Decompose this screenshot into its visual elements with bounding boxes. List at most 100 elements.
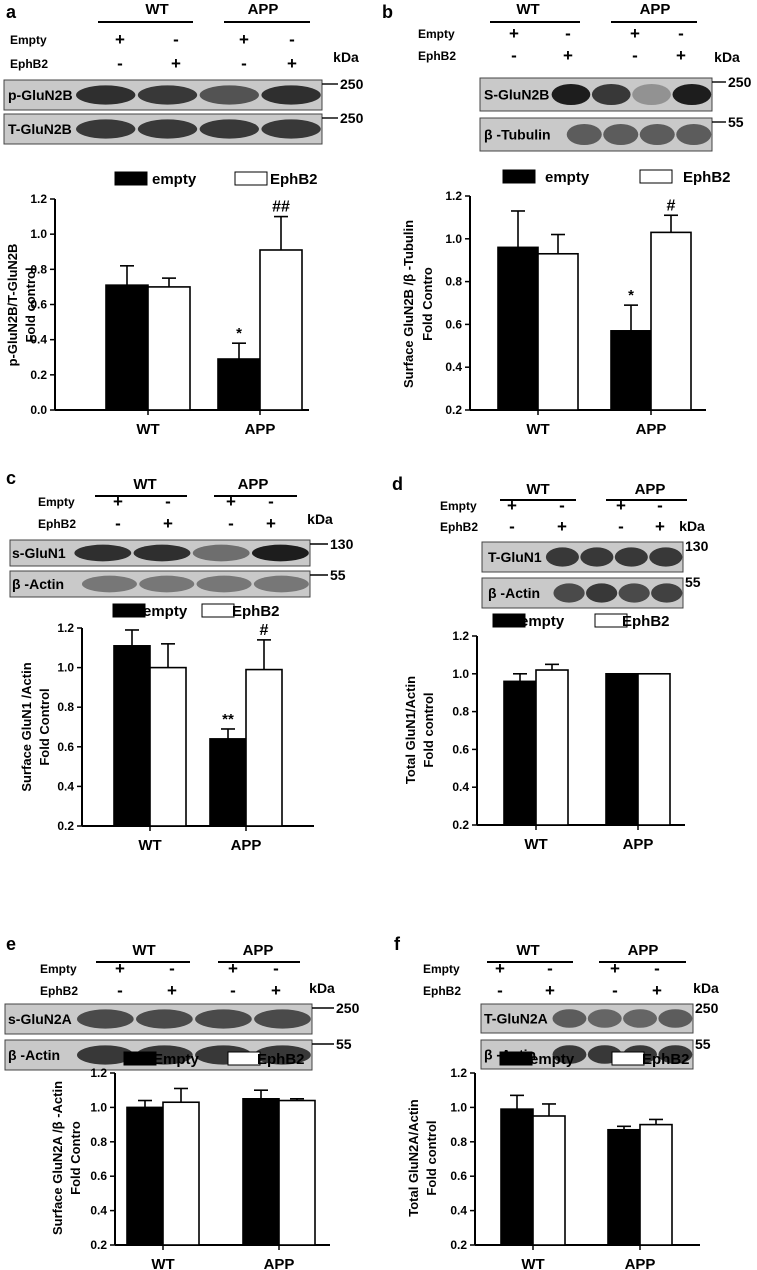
- marker-label: 55: [728, 114, 744, 130]
- band: [254, 1009, 311, 1029]
- blot-strip: [480, 1003, 694, 1034]
- group-label-app: APP: [238, 476, 269, 493]
- y-axis-label: Total GluN2A/Actin: [406, 1099, 421, 1217]
- band: [623, 1009, 657, 1028]
- y-tick-label: 0.2: [30, 368, 47, 382]
- lane-sign: +: [495, 959, 505, 978]
- legend-swatch-empty: [492, 613, 526, 628]
- band: [76, 85, 136, 105]
- band: [553, 583, 585, 603]
- lane-sign: -: [559, 496, 565, 515]
- y-tick-label: 0.2: [57, 819, 74, 833]
- y-tick-label: 0.2: [90, 1238, 107, 1252]
- y-tick-label: 0.4: [452, 780, 469, 794]
- significance-mark: ##: [272, 199, 290, 216]
- panel-e: e WT APP Empty + - + - EphB2 - + - + kDa s-GluN2A 250 β …: [4, 934, 360, 1270]
- bar-empty-wt: [126, 1106, 164, 1246]
- band-label: s-GluN1: [12, 545, 66, 561]
- marker-label: 55: [330, 567, 346, 583]
- y-tick-label: 0.8: [445, 275, 462, 289]
- y-tick-label: 0.6: [30, 298, 47, 312]
- y-tick-label: 1.0: [90, 1100, 107, 1114]
- band-label: β -Tubulin: [484, 127, 551, 143]
- row-label-empty: Empty: [418, 27, 455, 41]
- band: [603, 123, 639, 146]
- band-label: T-GluN2A: [484, 1011, 548, 1027]
- y-axis-label: Fold Contro: [68, 1121, 83, 1195]
- y-axis-label: Fold control: [23, 267, 38, 342]
- bar-ephb2-wt: [535, 669, 569, 826]
- group-label-wt: WT: [133, 476, 156, 493]
- legend-label-ephb2: EphB2: [642, 1051, 690, 1068]
- lane-sign: +: [630, 24, 640, 43]
- lane-sign: -: [268, 492, 274, 511]
- bar-ephb2-app: [639, 1123, 673, 1246]
- x-tick-label-app: APP: [245, 421, 276, 438]
- bar-ephb2-wt: [149, 666, 187, 827]
- lane-sign: -: [273, 959, 279, 978]
- lane-sign: -: [169, 959, 175, 978]
- band: [618, 583, 650, 603]
- band-label: p-GluN2B: [8, 87, 73, 103]
- y-tick-label: 1.2: [90, 1066, 107, 1080]
- y-axis-label: Surface GluN2B /β -Tubulin: [401, 220, 416, 388]
- bar-ephb2-wt: [162, 1101, 200, 1246]
- bar-ephb2-app: [637, 672, 671, 826]
- marker-label: 130: [685, 538, 709, 554]
- legend-label-empty: Empty: [153, 1051, 200, 1068]
- legend-swatch-empty: [112, 603, 146, 618]
- legend-swatch-ephb2: [611, 1051, 645, 1066]
- legend-label-ephb2: EphB2: [232, 603, 280, 620]
- legend-swatch-ephb2: [201, 603, 235, 618]
- band: [580, 547, 614, 567]
- y-tick-label: 0.6: [450, 1169, 467, 1183]
- legend-swatch-empty: [114, 171, 148, 186]
- x-tick-label-wt: WT: [138, 837, 161, 854]
- row-label-ephb2: EphB2: [423, 984, 461, 998]
- group-label-wt: WT: [516, 942, 539, 959]
- band-label: β -Actin: [8, 1047, 60, 1063]
- y-tick-label: 0.2: [452, 818, 469, 832]
- lane-sign: -: [230, 981, 236, 1000]
- group-label-app: APP: [640, 1, 671, 18]
- bar-empty-app: [209, 738, 247, 827]
- lane-sign: +: [163, 514, 173, 533]
- kda-label: kDa: [333, 49, 359, 65]
- y-axis-label: p-GluN2B/T-GluN2B: [5, 244, 20, 367]
- band: [672, 83, 712, 106]
- x-tick-label-wt: WT: [524, 836, 547, 853]
- y-tick-label: 0.8: [57, 700, 74, 714]
- band: [196, 575, 252, 593]
- lane-sign: -: [632, 46, 638, 65]
- lane-sign: +: [509, 24, 519, 43]
- bar-empty-wt: [500, 1108, 534, 1246]
- lane-sign: +: [239, 30, 249, 49]
- band-label: β -Actin: [488, 585, 540, 601]
- band: [649, 547, 683, 567]
- band: [251, 544, 309, 562]
- lane-sign: +: [616, 496, 626, 515]
- band: [658, 1009, 693, 1028]
- bar-empty-app: [610, 330, 652, 411]
- x-tick-label-app: APP: [625, 1256, 656, 1270]
- marker-label: 55: [336, 1036, 352, 1052]
- y-axis-label: Surface GluN2A /β -Actin: [50, 1081, 65, 1235]
- y-tick-label: 0.2: [445, 403, 462, 417]
- band: [136, 1009, 193, 1029]
- y-tick-label: 1.2: [445, 189, 462, 203]
- band: [545, 547, 579, 567]
- y-tick-label: 1.0: [57, 661, 74, 675]
- lane-sign: -: [241, 54, 247, 73]
- marker-label: 250: [695, 1000, 719, 1016]
- panel-letter: a: [6, 2, 17, 22]
- bar-empty-wt: [105, 284, 149, 411]
- y-axis-label: Total GluN1/Actin: [403, 676, 418, 784]
- band-label: s-GluN2A: [8, 1011, 72, 1027]
- bar-empty-wt: [113, 645, 151, 827]
- band: [676, 123, 712, 146]
- y-tick-label: 0.0: [30, 403, 47, 417]
- y-tick-label: 1.0: [452, 667, 469, 681]
- y-tick-label: 0.4: [57, 779, 74, 793]
- x-tick-label-app: APP: [623, 836, 654, 853]
- y-tick-label: 1.2: [57, 621, 74, 635]
